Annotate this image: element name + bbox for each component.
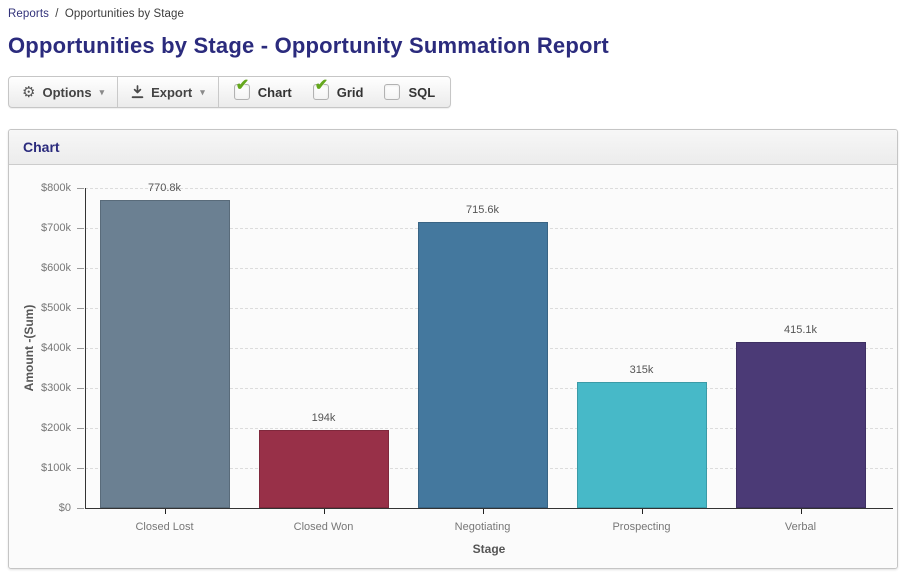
panel-title: Chart [23,139,60,155]
bar-value-label: 194k [311,412,336,424]
y-tick-mark [77,468,84,469]
options-button-label: Options [42,84,92,100]
x-tick-mark [164,509,166,514]
chart-panel: Chart $0 $100k $200k $300k $400k $500k $600k $7… [8,129,898,569]
breadcrumb: Reports / Opportunities by Stage [8,8,898,20]
bar-value-label: 715.6k [465,204,500,216]
export-button-label: Export [151,84,193,100]
toggle-sql[interactable]: SQL [384,84,435,100]
bar-value-label: 415.1k [783,324,818,336]
y-tick-mark [77,268,84,269]
y-tick-mark [77,428,84,429]
chart-canvas: $0 $100k $200k $300k $400k $500k $600k $700k $80… [9,165,897,568]
breadcrumb-current: Opportunities by Stage [64,8,185,20]
sql-checkbox[interactable] [384,84,401,100]
y-tick-mark [77,348,84,349]
x-tick-mark [800,509,802,514]
y-axis-title: Amount -(Sum) [22,304,36,392]
bar-value-label: 315k [629,364,654,376]
export-button[interactable]: Export ▾ [118,77,219,107]
bar-verbal[interactable] [735,342,866,508]
options-button[interactable]: ⚙ Options ▾ [9,77,119,107]
toggle-label: SQL [408,84,436,100]
x-axis-title: Stage [472,542,506,556]
x-label-verbal: Verbal [784,521,817,533]
breadcrumb-separator: / [55,8,59,20]
y-tick-mark [77,188,84,189]
page-title: Opportunities by Stage - Opportunity Sum… [8,33,609,58]
chart-panel-header: Chart [9,130,897,165]
chevron-down-icon: ▾ [99,86,105,97]
y-tick-label: $700k [41,221,71,234]
y-tick-mark [77,228,84,229]
bar-closed-won[interactable] [258,430,389,508]
x-label-closed-won: Closed Won [293,521,354,533]
x-label-closed-lost: Closed Lost [135,521,194,533]
bar-prospecting[interactable] [576,382,707,508]
y-tick-label: $0 [58,501,71,514]
bar-negotiating[interactable] [417,222,548,508]
bar-closed-lost[interactable] [99,200,230,508]
x-tick-mark [323,509,325,514]
y-axis-line [85,188,86,508]
chevron-down-icon: ▾ [200,86,205,97]
x-label-negotiating: Negotiating [454,521,511,533]
x-axis-line [85,508,893,509]
y-tick-label: $500k [41,301,71,314]
chart-checkbox[interactable]: ✔ [233,78,250,100]
y-tick-label: $300k [41,381,71,394]
y-tick-label: $100k [41,461,71,474]
check-icon: ✔ [314,77,329,94]
gridline-800k [85,188,893,189]
toggle-label: Grid [336,84,364,100]
export-icon [131,85,144,99]
y-tick-label: $400k [41,341,71,354]
x-label-prospecting: Prospecting [612,521,671,533]
breadcrumb-link-reports[interactable]: Reports [8,8,49,20]
toggle-grid[interactable]: ✔ Grid [312,78,364,100]
y-tick-mark [77,388,84,389]
toggle-label: Chart [257,84,292,100]
y-tick-mark [77,308,84,309]
x-tick-mark [482,509,484,514]
check-icon: ✔ [235,77,250,94]
y-tick-mark [77,508,84,509]
y-tick-label: $200k [41,421,71,434]
x-tick-mark [641,509,643,514]
y-tick-label: $800k [41,181,71,194]
view-toggles: ✔ Chart ✔ Grid SQL [219,77,450,107]
toolbar: ⚙ Options ▾ Export ▾ ✔ Chart ✔ Grid SQL [8,76,452,108]
toggle-chart[interactable]: ✔ Chart [233,78,292,100]
grid-checkbox[interactable]: ✔ [312,78,329,100]
bar-value-label: 770.8k [147,182,182,194]
gear-icon: ⚙ [22,83,36,101]
y-tick-label: $600k [41,261,71,274]
